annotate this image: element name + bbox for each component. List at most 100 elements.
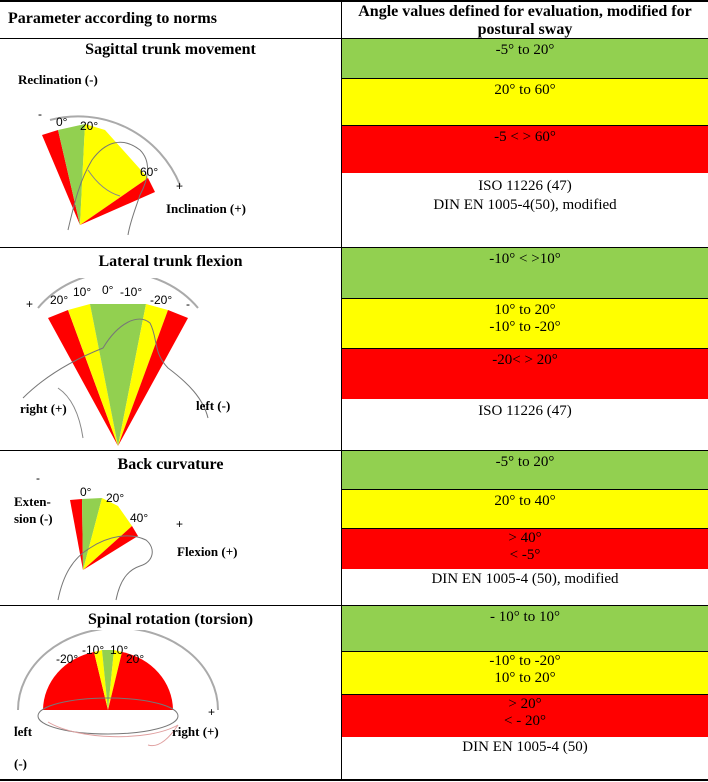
sagittal-yellow-sector bbox=[80, 124, 148, 225]
norm-line: DIN EN 1005-4 (50) bbox=[462, 739, 588, 755]
band-red-rotation: > 20° < - 20° bbox=[342, 695, 708, 737]
fig-angle-20: 20° bbox=[80, 119, 98, 133]
norm-line: DIN EN 1005-4 (50), modified bbox=[431, 571, 619, 587]
label-extension-line-1: Exten- bbox=[14, 494, 51, 509]
fig-angle-0: 0° bbox=[80, 485, 92, 499]
band-red-back: > 40° < -5° bbox=[342, 529, 708, 569]
band-text: 10° to 20° bbox=[494, 670, 556, 686]
fig-angle-60: 60° bbox=[140, 165, 158, 179]
fig-angle-minus-20: -20° bbox=[150, 293, 172, 307]
table-top-rule bbox=[0, 0, 708, 2]
column-divider bbox=[341, 0, 342, 781]
band-green-lateral: -10° < >10° bbox=[342, 248, 708, 299]
sagittal-body-outline-2 bbox=[87, 169, 121, 197]
sagittal-green-sector bbox=[58, 124, 85, 225]
band-text: -5° to 20° bbox=[495, 454, 555, 470]
band-text: > 20° bbox=[508, 696, 542, 712]
norm-line: DIN EN 1005-4(50), modified bbox=[433, 197, 617, 213]
band-yellow-lateral: 10° to 20° -10° to -20° bbox=[342, 299, 708, 349]
fig-plus-label: + bbox=[208, 705, 215, 719]
sagittal-body-outline bbox=[67, 141, 148, 235]
rotation-red-right bbox=[108, 652, 173, 710]
fig-angle-40: 40° bbox=[130, 511, 148, 525]
sagittal-red-sector-2 bbox=[80, 178, 155, 225]
band-text: < - 20° bbox=[504, 713, 546, 729]
fig-angle-minus-10: -10° bbox=[82, 643, 104, 657]
sagittal-arc bbox=[49, 115, 181, 186]
band-text: 20° to 60° bbox=[494, 82, 556, 98]
row-rule-1 bbox=[0, 247, 708, 248]
label-flexion: Flexion (+) bbox=[177, 544, 238, 559]
label-left-minus: left (-) bbox=[14, 723, 32, 772]
fig-minus-label: - bbox=[186, 297, 190, 311]
row-rule-3 bbox=[0, 605, 708, 606]
lateral-green bbox=[90, 304, 146, 446]
sagittal-trunk-figure: - 0° 20° 60° + bbox=[38, 107, 183, 235]
rotation-yellow-left bbox=[94, 650, 108, 710]
fig-minus-label: - bbox=[14, 719, 18, 733]
lateral-yellow-left bbox=[68, 304, 118, 446]
norm-reference-sagittal: ISO 11226 (47) DIN EN 1005-4(50), modifi… bbox=[342, 177, 708, 215]
label-left-line-1: left bbox=[14, 724, 33, 739]
lateral-arc bbox=[37, 278, 199, 309]
band-text: 10° to 20° bbox=[494, 302, 556, 318]
band-text: -5° to 20° bbox=[495, 42, 555, 58]
band-text: -20< > 20° bbox=[492, 352, 558, 368]
band-green-sagittal: -5° to 20° bbox=[342, 39, 708, 79]
lateral-body-outline bbox=[22, 318, 209, 419]
band-text: < -5° bbox=[509, 547, 541, 563]
lateral-trunk-figure: + 20° 10° 0° -10° -20° - bbox=[22, 278, 209, 446]
fig-angle-0: 0° bbox=[56, 115, 68, 129]
band-text: -10° < >10° bbox=[489, 251, 561, 267]
fig-angle-10: 10° bbox=[110, 643, 128, 657]
fig-plus-label: + bbox=[26, 297, 33, 311]
rotation-yellow-right bbox=[108, 650, 122, 710]
fig-minus-label: - bbox=[38, 107, 42, 121]
back-green-sector bbox=[82, 498, 102, 570]
label-inclination: Inclination (+) bbox=[166, 201, 246, 216]
label-extension: Exten- sion (-) bbox=[14, 493, 53, 527]
band-text: -10° to -20° bbox=[489, 653, 561, 669]
band-yellow-sagittal: 20° to 60° bbox=[342, 79, 708, 126]
lateral-body-outline-2 bbox=[57, 387, 84, 439]
header-rule bbox=[0, 38, 708, 39]
fig-angle-10: 10° bbox=[73, 285, 91, 299]
rotation-body-outline-2 bbox=[47, 721, 179, 747]
band-green-back: -5° to 20° bbox=[342, 451, 708, 490]
row-title-spinal-rotation: Spinal rotation (torsion) bbox=[87, 611, 254, 628]
lateral-red-left bbox=[48, 310, 118, 446]
label-reclination: Reclination (-) bbox=[18, 72, 98, 87]
rotation-red-left bbox=[43, 652, 108, 710]
row-title-back-curvature: Back curvature bbox=[117, 456, 224, 473]
fig-angle-minus-20: -20° bbox=[56, 652, 78, 666]
label-left-minus: left (-) bbox=[196, 398, 231, 413]
band-text: 20° to 40° bbox=[494, 493, 556, 509]
label-extension-line-2: sion (-) bbox=[14, 511, 53, 526]
sagittal-red-sector bbox=[42, 130, 80, 225]
norm-reference-rotation: DIN EN 1005-4 (50) bbox=[342, 738, 708, 757]
fig-plus-label: + bbox=[176, 179, 183, 193]
norm-line: ISO 11226 (47) bbox=[478, 403, 572, 419]
lateral-red-right bbox=[118, 310, 188, 446]
back-yellow-sector bbox=[83, 498, 132, 570]
fig-minus-label: - bbox=[36, 471, 40, 485]
label-right-plus: right (+) bbox=[20, 401, 67, 416]
back-red-sector bbox=[70, 499, 83, 570]
label-right-plus: right (+) bbox=[172, 724, 219, 739]
row-title-lateral: Lateral trunk flexion bbox=[98, 253, 243, 270]
rotation-body-outline bbox=[37, 697, 179, 735]
table-bottom-rule bbox=[0, 779, 708, 781]
band-red-sagittal: -5 < > 60° bbox=[342, 126, 708, 173]
fig-angle-20: 20° bbox=[106, 491, 124, 505]
band-green-rotation: - 10° to 10° bbox=[342, 606, 708, 652]
back-red-sector-2 bbox=[83, 526, 138, 570]
column-header-angle-values: Angle values defined for evaluation, mod… bbox=[358, 3, 692, 38]
norm-reference-back: DIN EN 1005-4 (50), modified bbox=[342, 570, 708, 589]
band-text: - 10° to 10° bbox=[490, 609, 560, 625]
norm-line: ISO 11226 (47) bbox=[478, 178, 572, 194]
row-rule-2 bbox=[0, 450, 708, 451]
fig-plus-label: + bbox=[176, 517, 183, 531]
fig-angle-20: 20° bbox=[126, 652, 144, 666]
band-text: -10° to -20° bbox=[489, 319, 561, 335]
row-title-sagittal: Sagittal trunk movement bbox=[85, 41, 256, 58]
